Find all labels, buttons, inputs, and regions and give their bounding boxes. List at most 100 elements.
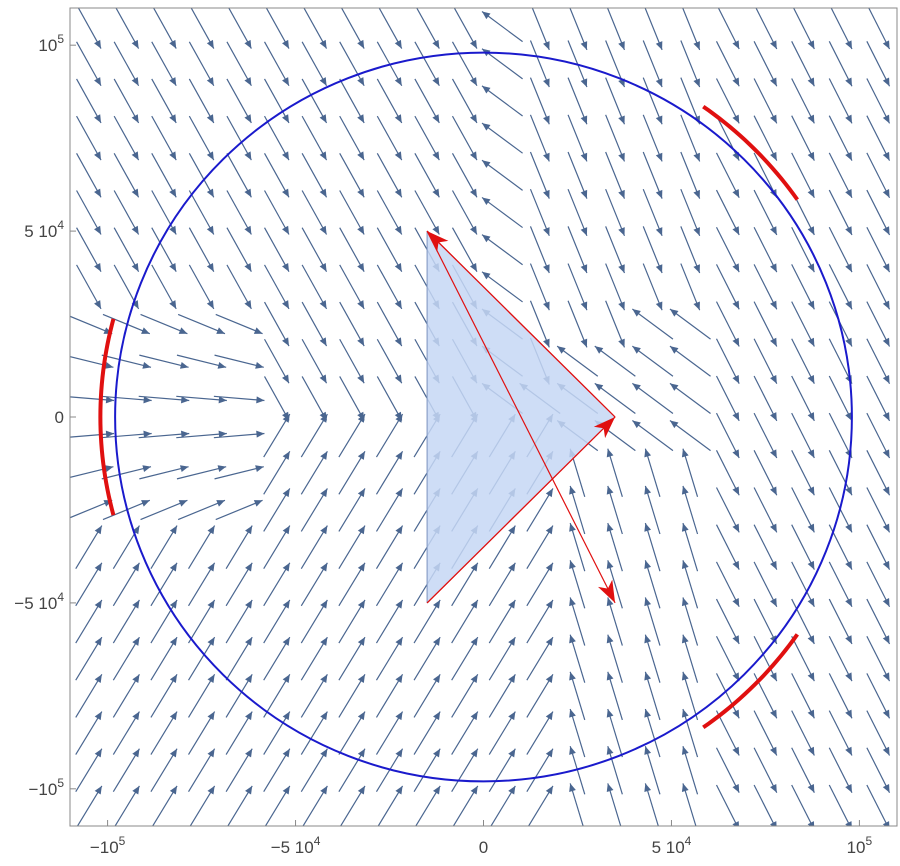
- stream-line: [680, 188, 701, 237]
- stream-line: [753, 41, 778, 87]
- stream-arrowhead: [216, 500, 225, 507]
- stream-line: [338, 488, 366, 532]
- stream-line: [189, 785, 216, 826]
- stream-line: [226, 115, 252, 161]
- stream-arrowhead: [545, 748, 553, 758]
- stream-line: [101, 395, 152, 402]
- stream-line: [715, 635, 740, 682]
- stream-line: [529, 300, 550, 348]
- stream-line: [866, 673, 891, 719]
- stream-line: [301, 115, 328, 161]
- stream-line: [866, 301, 891, 347]
- stream-arrowhead: [394, 188, 402, 198]
- stream-arrowhead: [732, 486, 740, 496]
- stream-arrowhead: [845, 77, 852, 87]
- stream-arrowhead: [357, 488, 365, 498]
- stream-line: [300, 636, 328, 681]
- stream-line: [669, 382, 711, 414]
- stream-arrowhead: [169, 39, 177, 49]
- stream-line: [139, 354, 189, 368]
- stream-arrowhead: [395, 599, 403, 609]
- stream-arrowhead: [141, 327, 150, 334]
- stream-line: [556, 345, 599, 377]
- stream-arrowhead: [618, 152, 625, 162]
- stream-arrowhead: [432, 225, 440, 235]
- stream-line: [644, 671, 661, 721]
- stream-arrowhead: [732, 226, 740, 235]
- stream-line: [682, 671, 699, 721]
- stream-arrowhead: [732, 77, 740, 87]
- stream-arrowhead: [131, 225, 139, 235]
- stream-arrowhead: [357, 785, 365, 795]
- stream-arrowhead: [606, 709, 614, 718]
- stream-arrowhead: [845, 746, 852, 756]
- stream-line: [866, 561, 891, 608]
- stream-line: [866, 152, 891, 199]
- stream-arrowhead: [394, 114, 402, 123]
- stream-arrowhead: [282, 411, 289, 421]
- stream-line: [569, 708, 586, 758]
- stream-line: [828, 561, 853, 608]
- stream-line: [866, 450, 891, 496]
- stream-arrowhead: [693, 78, 700, 88]
- stream-arrowhead: [179, 361, 189, 369]
- stream-arrowhead: [94, 562, 102, 572]
- stream-arrowhead: [569, 523, 576, 532]
- stream-line: [644, 560, 661, 609]
- stream-arrowhead: [319, 114, 327, 123]
- stream-line: [866, 598, 891, 645]
- stream-line: [226, 78, 252, 124]
- stream-line: [481, 234, 523, 266]
- stream-line: [263, 413, 291, 458]
- stream-arrowhead: [770, 412, 777, 421]
- stream-arrowhead: [357, 374, 365, 384]
- stream-line: [226, 190, 252, 235]
- stream-line: [488, 674, 516, 718]
- stream-line: [481, 85, 523, 117]
- stream-arrowhead: [770, 709, 777, 719]
- stream-line: [225, 711, 253, 755]
- stream-arrowhead: [632, 383, 641, 391]
- stream-line: [715, 226, 740, 273]
- stream-line: [828, 152, 853, 199]
- stream-line: [338, 748, 366, 793]
- stream-line: [338, 562, 366, 607]
- stream-line: [300, 748, 328, 793]
- stream-arrowhead: [807, 449, 815, 459]
- red-arc: [702, 633, 799, 730]
- stream-arrowhead: [618, 227, 625, 236]
- stream-line: [753, 784, 776, 826]
- stream-arrowhead: [432, 188, 440, 198]
- stream-line: [868, 8, 891, 50]
- stream-line: [188, 78, 215, 124]
- stream-arrowhead: [882, 300, 890, 310]
- stream-line: [753, 524, 778, 570]
- stream-line: [488, 636, 516, 681]
- stream-arrowhead: [732, 821, 739, 826]
- stream-line: [488, 711, 516, 755]
- stream-line: [215, 313, 263, 335]
- stream-line: [413, 674, 441, 718]
- stream-line: [339, 227, 365, 272]
- x-tick-label: 0: [479, 838, 488, 857]
- stream-arrowhead: [319, 151, 327, 161]
- stream-arrowhead: [169, 599, 178, 609]
- stream-line: [70, 499, 113, 519]
- stream-arrowhead: [807, 300, 815, 310]
- stream-line: [569, 783, 584, 826]
- stream-arrowhead: [357, 451, 365, 460]
- stream-line: [715, 784, 738, 826]
- stream-arrowhead: [807, 821, 815, 826]
- stream-line: [188, 190, 215, 235]
- stream-line: [376, 301, 403, 347]
- stream-arrowhead: [395, 525, 403, 535]
- stream-arrowhead: [594, 346, 604, 354]
- stream-line: [101, 466, 152, 480]
- stream-line: [481, 196, 523, 229]
- stream-line: [755, 8, 778, 50]
- stream-line: [188, 748, 216, 793]
- stream-line: [828, 264, 853, 310]
- stream-line: [715, 747, 740, 793]
- stream-line: [632, 345, 674, 377]
